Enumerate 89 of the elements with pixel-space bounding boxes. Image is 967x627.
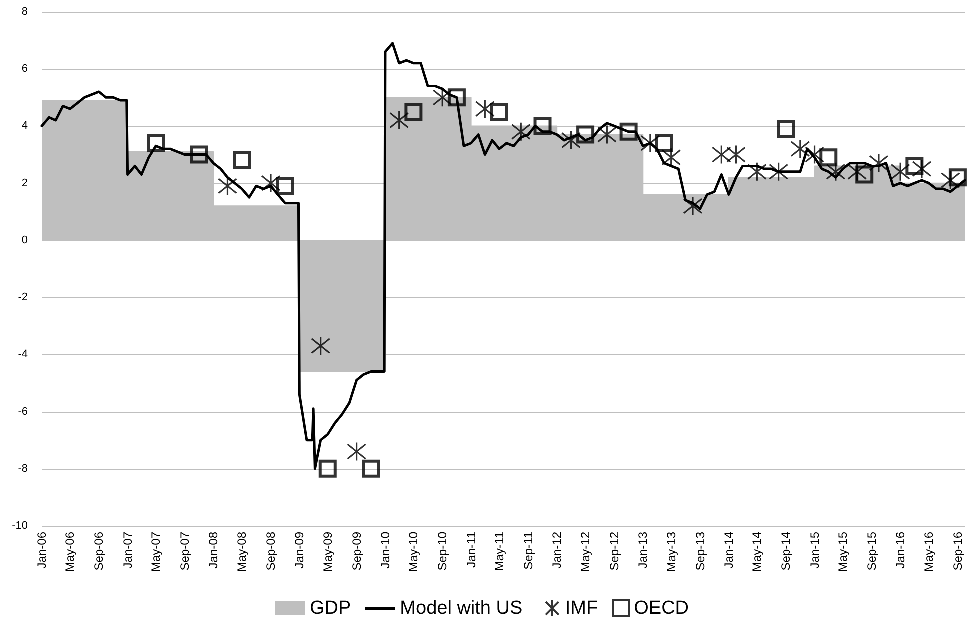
point	[726, 144, 746, 165]
point	[597, 124, 617, 145]
x-tick-label: May-07	[149, 532, 164, 572]
x-tick-label: May-06	[63, 532, 78, 572]
x-tick-label: Jan-09	[292, 532, 307, 569]
x-tick-label: Sep-15	[864, 532, 879, 571]
point	[820, 148, 838, 167]
x-tick-label: Sep-10	[436, 532, 450, 571]
point	[404, 102, 423, 121]
point	[218, 176, 238, 196]
point	[620, 122, 638, 141]
point	[511, 122, 531, 142]
x-tick-label: Sep-07	[178, 532, 192, 571]
x-tick-label: May-14	[750, 532, 764, 572]
y-tick-label: 8	[22, 6, 28, 18]
point	[432, 88, 452, 108]
x-tick-label: Jan-10	[378, 532, 392, 569]
point	[912, 159, 932, 179]
x-tick-label: Jan-15	[808, 532, 822, 569]
y-tick-label: -10	[12, 520, 28, 532]
point	[769, 162, 789, 182]
point	[362, 460, 380, 478]
point	[490, 102, 509, 121]
point	[640, 134, 660, 154]
point	[662, 148, 682, 168]
y-tick-label: -4	[18, 348, 28, 361]
x-tick-label: Jan-16	[894, 532, 908, 569]
point	[276, 177, 294, 196]
point	[390, 110, 410, 130]
y-tick-label: -6	[18, 406, 28, 418]
y-tick-label: 0	[22, 234, 28, 246]
point	[347, 442, 367, 462]
point	[712, 144, 732, 165]
x-tick-label: Sep-06	[92, 532, 106, 571]
point	[856, 166, 874, 184]
y-tick-label: -8	[18, 462, 28, 475]
point	[233, 151, 252, 170]
x-tick-label: Jan-06	[35, 532, 49, 569]
x-tick-label: May-09	[320, 532, 335, 572]
point	[747, 162, 767, 182]
point	[576, 126, 595, 144]
point	[561, 130, 582, 150]
legend-label: Model with US	[400, 598, 523, 619]
y-tick-label: 2	[22, 177, 28, 190]
point	[804, 144, 825, 165]
point	[655, 134, 674, 152]
x-tick-label: Jan-12	[550, 532, 564, 569]
y-tick-label: -2	[18, 292, 28, 304]
x-tick-label: May-15	[836, 532, 850, 572]
x-tick-label: May-10	[406, 532, 421, 572]
y-tick-label: 6	[22, 63, 28, 76]
point	[790, 139, 810, 159]
x-tick-label: Sep-13	[693, 532, 708, 571]
x-tick-label: Jan-07	[120, 532, 135, 569]
point	[683, 196, 703, 216]
point	[147, 134, 166, 152]
point	[534, 117, 552, 136]
x-tick-label: May-13	[664, 532, 678, 572]
point	[261, 174, 281, 194]
point	[826, 162, 846, 182]
point	[869, 154, 889, 174]
x-tick-label: Sep-11	[521, 532, 536, 570]
x-tick-label: Sep-12	[607, 532, 622, 571]
point	[906, 157, 924, 176]
point	[448, 88, 466, 107]
point	[940, 170, 960, 190]
x-tick-label: May-12	[578, 532, 593, 572]
point	[890, 162, 910, 182]
point	[311, 336, 331, 356]
x-tick-label: Jan-11	[464, 532, 478, 568]
legend-label: IMF	[565, 598, 598, 619]
x-tick-label: May-16	[922, 532, 936, 572]
x-tick-label: May-11	[492, 532, 507, 572]
legend-label: OECD	[634, 598, 690, 619]
point	[318, 460, 337, 478]
x-tick-label: Sep-09	[350, 532, 364, 571]
x-tick-label: Jan-14	[722, 532, 736, 569]
point	[475, 99, 495, 119]
point	[948, 168, 967, 187]
x-tick-label: May-08	[235, 532, 250, 572]
point	[190, 146, 208, 164]
x-tick-label: Jan-13	[636, 532, 650, 569]
x-tick-label: Sep-14	[779, 532, 794, 571]
point	[777, 120, 796, 138]
x-tick-label: Sep-08	[264, 532, 278, 571]
x-tick-label: Jan-08	[206, 532, 221, 569]
y-tick-label: 4	[22, 120, 28, 132]
legend-label: GDP	[310, 598, 352, 619]
x-tick-label: Sep-16	[950, 532, 965, 571]
